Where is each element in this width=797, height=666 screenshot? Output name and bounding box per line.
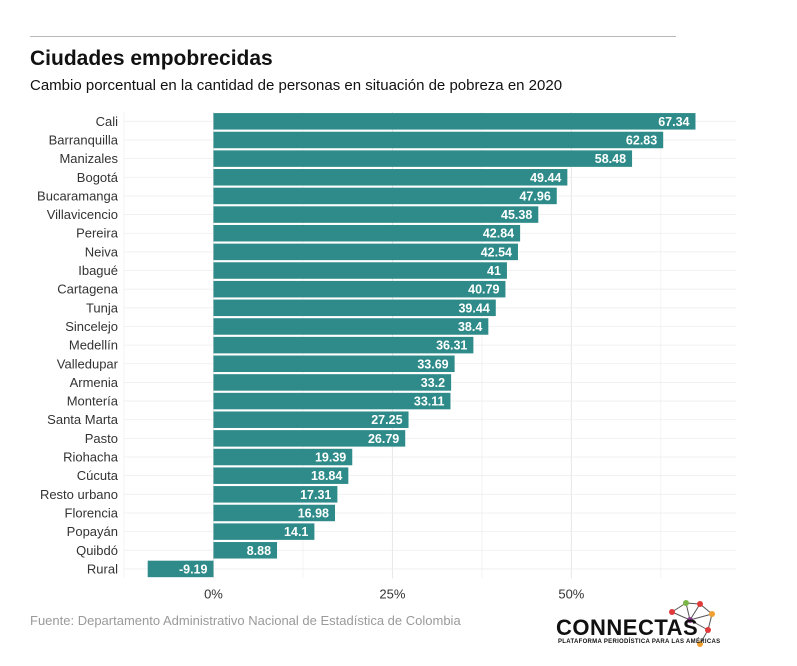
bar [213,150,633,167]
category-label: Montería [67,394,119,409]
value-label: 42.54 [481,245,512,259]
bar [213,187,557,205]
bar [213,411,409,428]
category-label: Sincelejo [65,319,118,334]
category-label: Ibagué [78,263,118,278]
bar [213,206,539,223]
category-label: Bucaramanga [37,188,119,203]
category-label: Valledupar [57,356,119,371]
logo-tagline: PLATAFORMA PERIODÍSTICA PARA LAS AMÉRICA… [558,639,721,645]
category-label: Popayán [67,524,118,539]
category-label: Cartagena [57,282,118,297]
network-icon [669,600,715,647]
bar [213,336,474,354]
bar [213,467,349,484]
category-label: Florencia [65,505,119,520]
value-label: 67.34 [658,115,689,129]
value-label: 16.98 [298,506,329,520]
value-label: 8.88 [247,544,271,558]
value-label: 14.1 [284,525,308,539]
category-label: Tunja [86,300,119,315]
value-label: 45.38 [501,208,532,222]
bar [213,224,521,242]
bar [213,262,507,279]
category-label: Cali [96,114,119,129]
value-label: 47.96 [519,189,550,203]
category-label: Pasto [85,431,118,446]
value-label: 42.84 [483,227,514,241]
bar [213,486,338,503]
category-label: Armenia [70,375,119,390]
value-label: 58.48 [595,152,626,166]
source-note: Fuente: Departamento Administrativo Naci… [30,613,461,628]
bar [213,430,406,447]
value-label: 41 [487,264,501,278]
bar [213,280,506,298]
value-label: 36.31 [436,339,467,353]
category-label: Bogotá [77,170,119,185]
value-label: 19.39 [315,451,346,465]
category-label: Medellín [69,338,118,353]
x-tick-label: 25% [379,586,405,600]
category-label: Villavicencio [47,207,118,222]
value-label: 39.44 [458,301,489,315]
bar [213,542,278,559]
bar [213,243,518,261]
chart-title: Ciudades empobrecidas [30,47,273,70]
bar [213,504,336,522]
bar [213,374,452,391]
bar [213,113,696,130]
category-label: Pereira [76,226,119,241]
bar [213,131,664,149]
category-label: Rural [87,561,118,576]
value-label: 33.2 [421,376,445,390]
category-label: Resto urbano [40,487,118,502]
chart-subtitle: Cambio porcentual en la cantidad de pers… [30,77,563,94]
connectas-logo: CONNECTAS PLATAFORMA PERIODÍSTICA PARA L… [556,598,726,654]
category-label: Cúcuta [77,468,119,483]
x-tick-label: 0% [204,586,223,600]
value-label: 33.11 [414,395,445,409]
category-label: Barranquilla [49,132,119,147]
value-label: 38.4 [458,320,482,334]
value-label: 27.25 [371,413,402,427]
value-label: 33.69 [417,357,448,371]
category-label: Neiva [85,244,119,259]
value-label: 62.83 [626,133,657,147]
logo-wordmark: CONNECTAS [556,615,699,640]
value-label: 49.44 [530,171,561,185]
bar-chart: Cali 67.34 Barranquilla 62.83 Manizales 58.48… [37,112,736,600]
bar [213,523,315,540]
value-label: 17.31 [300,488,331,502]
bar [213,392,451,410]
category-label: Manizales [59,151,118,166]
value-label: -9.19 [179,562,208,576]
value-label: 26.79 [368,432,399,446]
category-label: Riohacha [63,450,119,465]
bar [147,560,214,578]
value-label: 40.79 [468,283,499,297]
top-rule [30,36,676,37]
bar [213,355,455,373]
bar [213,318,489,335]
category-label: Santa Marta [47,412,119,427]
bar [213,169,568,186]
value-label: 18.84 [311,469,342,483]
bar [213,299,496,317]
x-tick-label: 50% [558,586,584,600]
bar [213,448,353,466]
category-label: Quibdó [76,543,118,558]
